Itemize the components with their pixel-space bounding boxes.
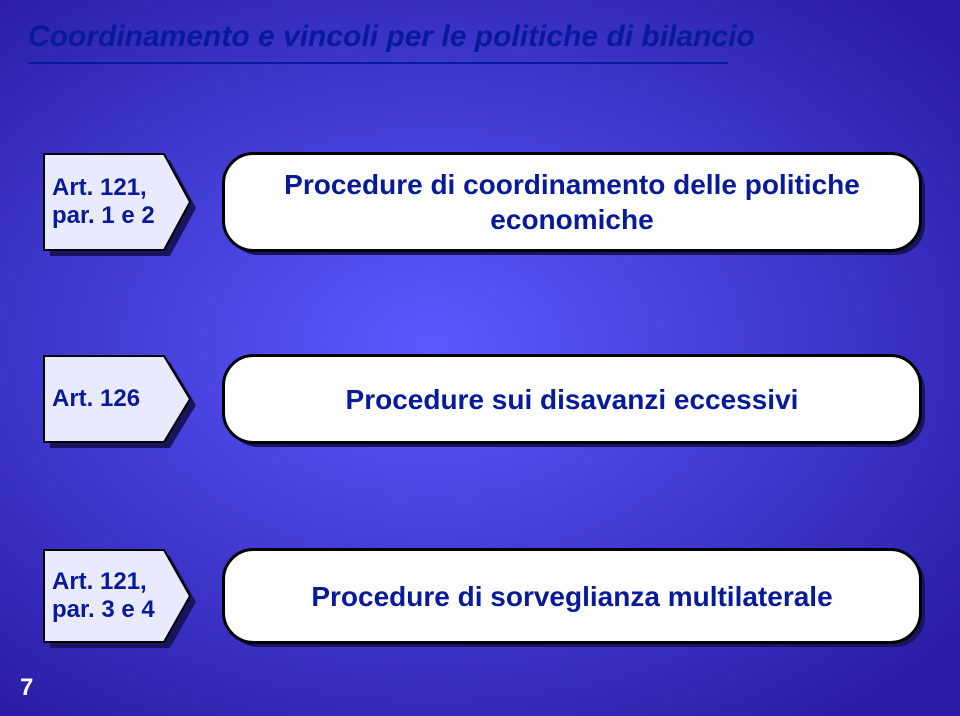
article-tag: Art. 126: [42, 354, 198, 450]
diagram-row: Art. 121,par. 1 e 2 Procedure di coordin…: [42, 152, 922, 252]
description-bubble: Procedure di sorveglianza multilaterale: [222, 548, 928, 650]
article-tag-line: Art. 126: [52, 385, 174, 413]
title-underline: [28, 62, 728, 64]
slide-title: Coordinamento e vincoli per le politiche…: [28, 20, 755, 54]
description-bubble-text: Procedure di coordinamento delle politic…: [222, 152, 922, 252]
diagram-row: Art. 126 Procedure sui disavanzi eccessi…: [42, 354, 922, 444]
slide-title-text: Coordinamento e vincoli per le politiche…: [28, 20, 755, 53]
slide-content: Coordinamento e vincoli per le politiche…: [0, 0, 960, 716]
article-tag: Art. 121,par. 3 e 4: [42, 548, 198, 650]
description-bubble-text: Procedure di sorveglianza multilaterale: [222, 548, 922, 644]
page-number-text: 7: [20, 674, 33, 701]
article-tag-label: Art. 126: [42, 354, 174, 444]
page-number: 7: [20, 674, 33, 702]
description-bubble-text: Procedure sui disavanzi eccessivi: [222, 354, 922, 444]
article-tag-line: Art. 121,: [52, 174, 174, 202]
description-bubble: Procedure di coordinamento delle politic…: [222, 152, 928, 258]
article-tag: Art. 121,par. 1 e 2: [42, 152, 198, 258]
article-tag-label: Art. 121,par. 1 e 2: [42, 152, 174, 252]
article-tag-line: Art. 121,: [52, 568, 174, 596]
diagram-row: Art. 121,par. 3 e 4 Procedure di sorvegl…: [42, 548, 922, 644]
article-tag-line: par. 3 e 4: [52, 596, 174, 624]
article-tag-label: Art. 121,par. 3 e 4: [42, 548, 174, 644]
description-bubble: Procedure sui disavanzi eccessivi: [222, 354, 928, 450]
article-tag-line: par. 1 e 2: [52, 202, 174, 230]
